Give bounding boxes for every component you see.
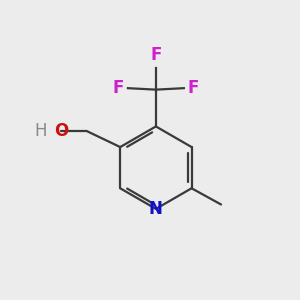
Text: H: H [34, 122, 47, 140]
Text: F: F [188, 79, 199, 97]
Text: F: F [150, 46, 162, 64]
Text: F: F [113, 79, 124, 97]
Text: O: O [54, 122, 68, 140]
Text: N: N [149, 200, 163, 218]
